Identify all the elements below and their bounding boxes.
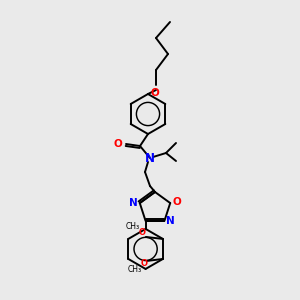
Text: N: N: [145, 152, 155, 164]
Text: O: O: [140, 260, 147, 268]
Text: O: O: [151, 88, 159, 98]
Text: O: O: [138, 228, 146, 237]
Text: O: O: [172, 197, 181, 207]
Text: CH₃: CH₃: [126, 222, 140, 231]
Text: N: N: [129, 198, 138, 208]
Text: O: O: [113, 139, 122, 149]
Text: CH₃: CH₃: [128, 266, 142, 274]
Text: N: N: [167, 216, 175, 226]
